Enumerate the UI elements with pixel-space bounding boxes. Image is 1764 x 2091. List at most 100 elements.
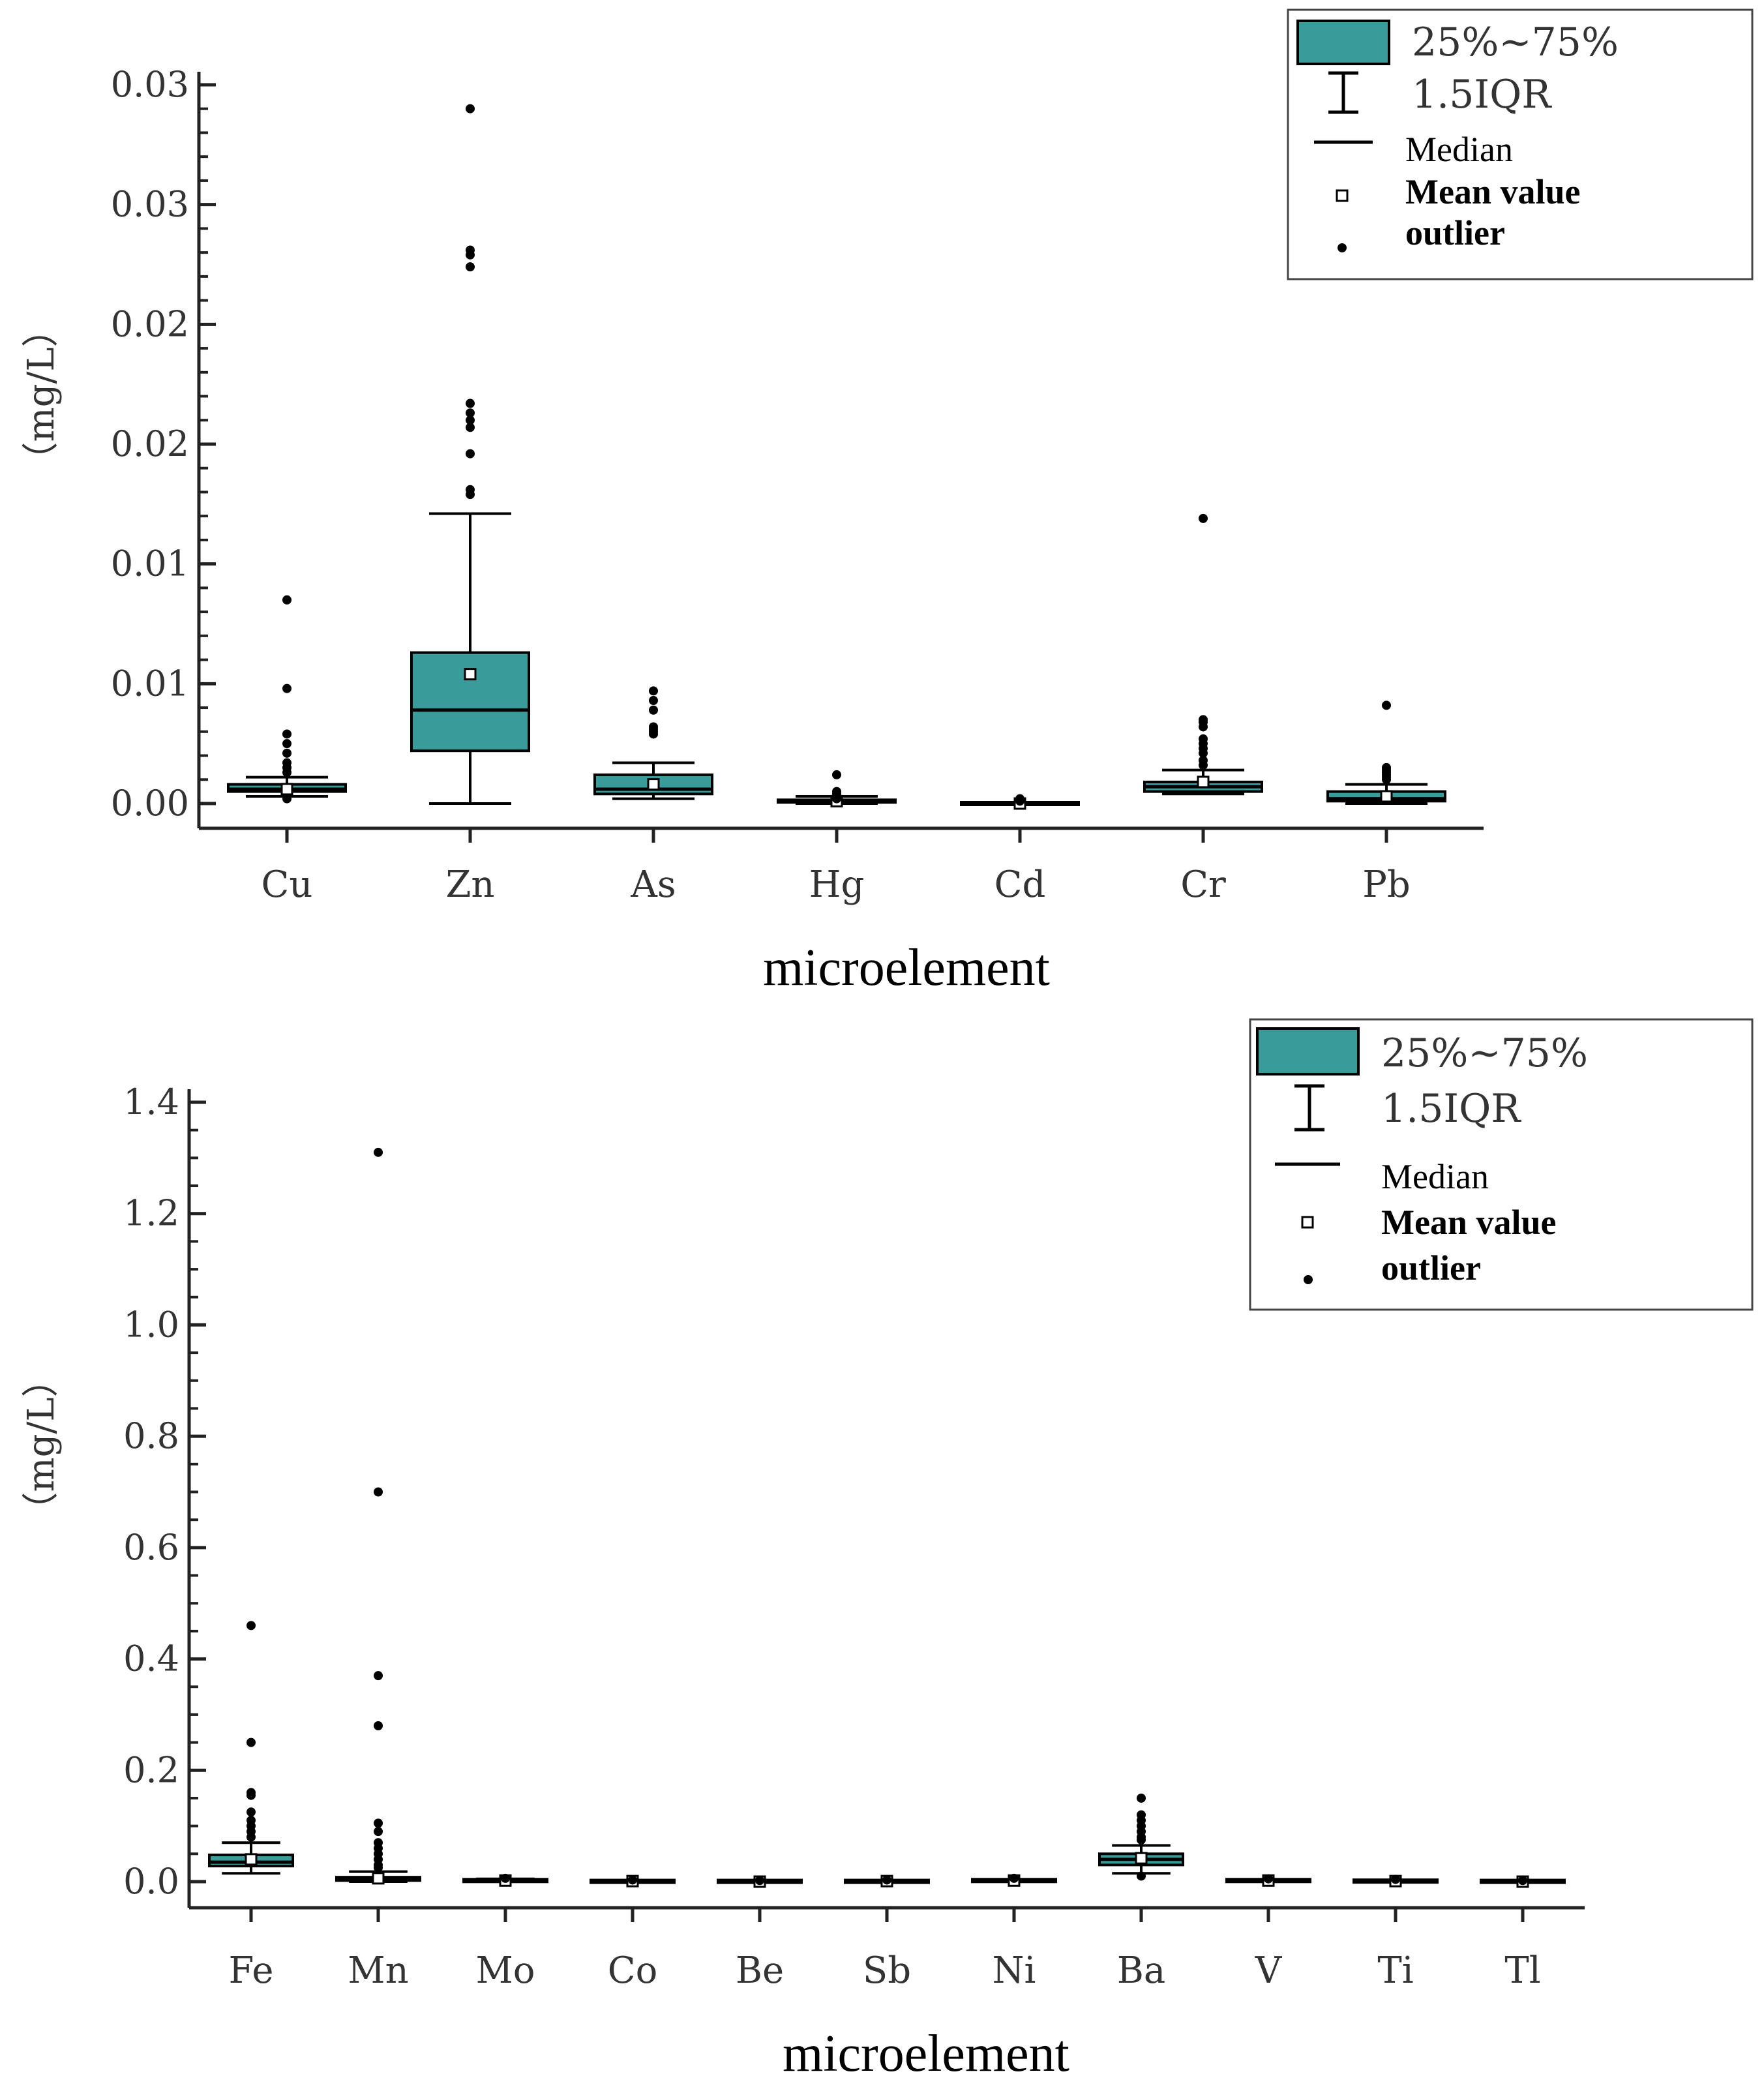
x-tick-label: Cr: [1180, 864, 1226, 906]
box-v: [1225, 1874, 1311, 1887]
x-tick-label: Zn: [446, 864, 495, 906]
x-tick-label: Cu: [262, 864, 313, 906]
legend-outlier-label: outlier: [1381, 1248, 1481, 1287]
chart-bottom-y-ticks: 0.0 0.2 0.4 0.6 0.8 1.0 1.2 1.4: [123, 1081, 206, 1902]
legend-outlier-marker: [1304, 1275, 1313, 1284]
outlier-point: [374, 1721, 383, 1730]
legend-whisker-icon: [1294, 1084, 1324, 1132]
outlier-point: [282, 739, 292, 749]
legend-whisker-label: 1.5IQR: [1381, 1086, 1521, 1132]
y-tick-label: 0.01: [111, 543, 189, 584]
legend-box-label: 25%~75%: [1412, 20, 1619, 65]
chart-top-x-axis-label: microelement: [763, 939, 1050, 997]
box-cd: [960, 794, 1080, 810]
y-tick-label: 0.8: [123, 1415, 179, 1456]
x-tick-label: Mo: [475, 1949, 535, 1992]
box-ba: [1098, 1793, 1184, 1881]
y-tick-label: 0.0: [123, 1861, 179, 1902]
y-tick-label: 1.0: [123, 1304, 179, 1345]
legend-box-swatch: [1256, 1027, 1360, 1076]
outlier-point: [466, 399, 475, 408]
outlier-point: [1382, 775, 1391, 785]
x-tick-label: V: [1255, 1949, 1283, 1992]
outlier-point: [282, 768, 292, 777]
chart-top-x-ticks: Cu Zn As Hg Cd Cr Pb: [262, 828, 1411, 906]
outlier-point: [1199, 722, 1208, 732]
outlier-point: [1199, 513, 1208, 523]
outlier-point: [1391, 1874, 1400, 1884]
legend-mean-label: Mean value: [1405, 172, 1580, 211]
outlier-point: [1015, 796, 1024, 806]
x-tick-label: Ni: [993, 1949, 1036, 1992]
outlier-point: [1264, 1874, 1273, 1884]
chart-top-axes: [197, 72, 1484, 830]
box-tl: [1480, 1875, 1566, 1888]
x-tick-label: Be: [736, 1949, 784, 1992]
x-tick-label: Ba: [1117, 1949, 1166, 1992]
outlier-point: [882, 1875, 891, 1885]
outlier-point: [374, 1863, 383, 1873]
outlier-point: [466, 449, 475, 459]
outlier-point: [1009, 1873, 1019, 1883]
outlier-point: [282, 729, 292, 739]
legend-mean-label: Mean value: [1381, 1203, 1556, 1242]
chart-top-y-ticks: 0.00 0.01 0.01 0.02 0.02 0.03 0.03: [111, 64, 216, 824]
legend-mean-marker: [1336, 189, 1349, 202]
x-tick-label: Hg: [809, 864, 865, 906]
iqr-box: [410, 651, 530, 753]
x-tick-label: Fe: [229, 1949, 274, 1992]
box-ti: [1353, 1874, 1439, 1888]
outlier-point: [1137, 1793, 1146, 1803]
box-as: [593, 686, 713, 800]
x-tick-label: Tl: [1504, 1949, 1540, 1992]
x-tick-label: As: [630, 864, 676, 906]
outlier-point: [247, 1807, 256, 1817]
outlier-point: [282, 748, 292, 758]
y-tick-label: 0.02: [111, 423, 189, 464]
y-tick-label: 0.2: [123, 1749, 179, 1790]
chart-bottom-x-ticks: Fe Mn Mo Co Be Sb Ni Ba V Ti Tl: [229, 1908, 1541, 1992]
outlier-point: [832, 794, 841, 804]
y-tick-label: 0.6: [123, 1527, 179, 1568]
y-tick-label: 0.02: [111, 303, 189, 344]
legend-outlier-marker: [1338, 243, 1347, 252]
y-tick-label: 1.4: [123, 1081, 179, 1122]
outlier-point: [1137, 1871, 1146, 1881]
outlier-point: [466, 490, 475, 500]
mean-marker: [245, 1853, 258, 1866]
box-zn: [410, 104, 530, 805]
chart-bottom-x-axis-label: microelement: [783, 2025, 1069, 2083]
legend-median-label: Median: [1381, 1157, 1489, 1196]
box-mo: [462, 1873, 548, 1887]
outlier-point: [374, 1487, 383, 1497]
x-tick-label: Cd: [994, 864, 1046, 906]
legend-box-label: 25%~75%: [1381, 1030, 1588, 1076]
x-tick-label: Ti: [1377, 1949, 1413, 1992]
chart-bottom-y-axis-label: （mg/L）: [20, 1361, 63, 1528]
outlier-point: [374, 1671, 383, 1681]
outlier-point: [466, 104, 475, 113]
chart-top-y-axis-label: （mg/L）: [20, 310, 63, 478]
outlier-point: [1199, 760, 1208, 770]
chart-bottom: 0.0 0.2 0.4 0.6 0.8 1.0 1.2 1.4 Fe Mn Mo Co Be Sb Ni B…: [20, 1018, 1754, 2083]
outlier-point: [1199, 748, 1208, 758]
outlier-point: [466, 408, 475, 418]
chart-top: 0.000.010.010.020.020.030.03 Cu Zn As Hg Cd C…: [20, 8, 1754, 997]
legend-median-label: Median: [1405, 130, 1513, 169]
outlier-point: [649, 686, 658, 696]
outlier-point: [247, 1621, 256, 1631]
box-ni: [971, 1873, 1057, 1887]
legend-outlier-label: outlier: [1405, 213, 1505, 252]
outlier-point: [649, 705, 658, 715]
outlier-point: [282, 794, 292, 804]
mean-marker: [464, 668, 477, 681]
chart-top-boxes: [227, 104, 1446, 810]
outlier-point: [466, 423, 475, 432]
outlier-point: [247, 1737, 256, 1747]
box-mn: [335, 1147, 421, 1885]
x-tick-label: Mn: [348, 1949, 408, 1992]
box-co: [590, 1874, 676, 1888]
chart-bottom-boxes: [208, 1147, 1566, 1888]
mean-marker: [647, 778, 660, 791]
